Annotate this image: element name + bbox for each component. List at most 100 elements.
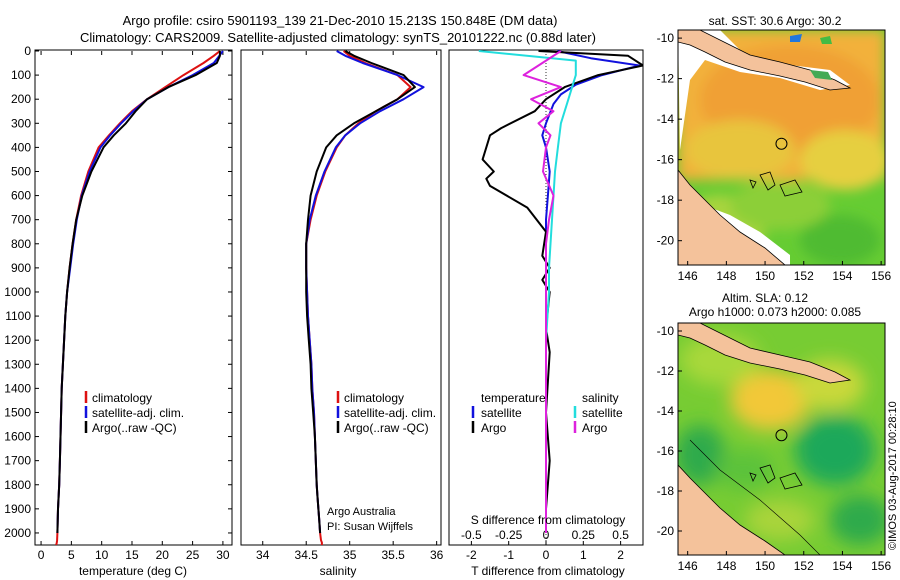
sal-legend-satellite-label: satellite-adj. clim. bbox=[344, 406, 436, 420]
t-difference-label: T difference from climatology bbox=[471, 564, 625, 578]
salinity-ticks: 34 34.5 35 35.5 36 bbox=[256, 51, 444, 562]
depth-tick-label: 900 bbox=[11, 261, 31, 275]
x-tick-label: 15 bbox=[125, 548, 139, 562]
depth-tick-label: 100 bbox=[11, 68, 31, 82]
lat-tick-label: -10 bbox=[657, 31, 675, 45]
annotation-pi: PI: Susan Wijffels bbox=[327, 521, 413, 533]
temperature-ticks: 0 5 10 15 20 25 30 bbox=[38, 51, 230, 562]
lat-tick-label: -12 bbox=[657, 72, 675, 86]
sst-map-title: sat. SST: 30.6 Argo: 30.2 bbox=[709, 14, 842, 28]
sst-map-panel: sat. SST: 30.6 Argo: 30.2 bbox=[657, 14, 892, 283]
diff-legend-s-argo-label: Argo bbox=[582, 421, 608, 435]
lat-tick-label: -20 bbox=[657, 234, 675, 248]
x-tick-label: 0 bbox=[38, 548, 45, 562]
lat-tick-label: -14 bbox=[657, 112, 675, 126]
x-tick-label: 30 bbox=[216, 548, 230, 562]
temperature-lines bbox=[55, 50, 224, 545]
s-diff-tick-label: -0.25 bbox=[495, 528, 523, 542]
lat-tick-label: -16 bbox=[657, 153, 675, 167]
lat-tick-label: -18 bbox=[657, 484, 675, 498]
x-tick-label: 36 bbox=[430, 548, 444, 562]
t-diff-tick-label: 1 bbox=[580, 548, 587, 562]
depth-tick-label: 1700 bbox=[4, 454, 31, 468]
copyright-stamp: ©IMOS 03-Aug-2017 00:28:10 bbox=[887, 401, 899, 550]
legend-climatology-label: climatology bbox=[92, 391, 152, 405]
legend-satellite-label: satellite-adj. clim. bbox=[92, 406, 184, 420]
lat-tick-label: -16 bbox=[657, 444, 675, 458]
depth-tick-label: 700 bbox=[11, 213, 31, 227]
depth-tick-label: 1900 bbox=[4, 502, 31, 516]
series-line-argo-raw-qc- bbox=[305, 50, 416, 534]
title-line-2: Climatology: CARS2009. Satellite-adjuste… bbox=[80, 30, 596, 45]
depth-tick-label: 500 bbox=[11, 164, 31, 178]
temperature-legend: climatology satellite-adj. clim. Argo(..… bbox=[84, 391, 184, 435]
sla-map-title-1: Altim. SLA: 0.12 bbox=[722, 291, 808, 305]
x-tick-label: 20 bbox=[156, 548, 170, 562]
x-tick-label: 35 bbox=[343, 548, 357, 562]
x-tick-label: 5 bbox=[68, 548, 75, 562]
title-line-1: Argo profile: csiro 5901193_139 21-Dec-2… bbox=[123, 13, 558, 28]
sst-map-area bbox=[678, 30, 885, 265]
depth-tick-label: 2000 bbox=[4, 526, 31, 540]
x-tick-label: 25 bbox=[186, 548, 200, 562]
diff-legend-s-satellite-label: satellite bbox=[582, 406, 623, 420]
s-diff-tick-label: 0.25 bbox=[572, 528, 596, 542]
lat-tick-label: -10 bbox=[657, 324, 675, 338]
sla-profile-location-marker bbox=[775, 429, 788, 442]
legend-salinity-title: salinity bbox=[582, 391, 619, 405]
lon-tick-label: 150 bbox=[755, 559, 775, 573]
temperature-axes-frame bbox=[34, 49, 233, 546]
s-diff-tick-label: 0.5 bbox=[612, 528, 629, 542]
diff-series-t-argo bbox=[481, 50, 643, 533]
t-diff-tick-label: 0 bbox=[543, 548, 550, 562]
lat-tick-label: -18 bbox=[657, 193, 675, 207]
diff-series-s-argo bbox=[522, 50, 562, 533]
x-tick-label: 34.5 bbox=[295, 548, 319, 562]
lon-tick-label: 148 bbox=[716, 559, 736, 573]
lat-tick-label: -12 bbox=[657, 364, 675, 378]
legend-argo-label: Argo(..raw -QC) bbox=[92, 421, 177, 435]
salinity-xlabel: salinity bbox=[320, 564, 357, 578]
salinity-lines bbox=[305, 50, 425, 545]
depth-tick-label: 1600 bbox=[4, 430, 31, 444]
x-tick-label: 35.5 bbox=[381, 548, 405, 562]
x-tick-label: 34 bbox=[256, 548, 270, 562]
salinity-legend: climatology satellite-adj. clim. Argo(..… bbox=[336, 391, 436, 435]
difference-legend: temperature satellite Argo salinity sate… bbox=[471, 391, 623, 435]
diff-legend-t-satellite-label: satellite bbox=[481, 406, 522, 420]
diff-legend-t-argo-label: Argo bbox=[481, 421, 507, 435]
annotation-argo-australia: Argo Australia bbox=[327, 506, 396, 518]
sla-map-panel: Altim. SLA: 0.12 Argo h1000: 0.073 h2000… bbox=[657, 291, 892, 573]
depth-tick-label: 1500 bbox=[4, 405, 31, 419]
copyright-stamp-text: ©IMOS 03-Aug-2017 00:28:10 bbox=[887, 401, 899, 550]
lat-tick-label: -14 bbox=[657, 404, 675, 418]
sst-profile-location-marker bbox=[775, 137, 788, 150]
legend-temperature-title: temperature bbox=[481, 391, 546, 405]
lon-tick-label: 154 bbox=[832, 559, 852, 573]
lon-tick-label: 152 bbox=[794, 269, 814, 283]
sla-map-ticks: 146 148 150 152 154 156 -10 -12 -14 -16 -18 -20 bbox=[657, 324, 892, 573]
difference-lines bbox=[478, 50, 643, 533]
t-diff-tick-label: -1 bbox=[503, 548, 514, 562]
lon-tick-label: 146 bbox=[678, 269, 698, 283]
depth-tick-label: 800 bbox=[11, 237, 31, 251]
depth-tick-label: 600 bbox=[11, 189, 31, 203]
depth-tick-label: 1800 bbox=[4, 478, 31, 492]
temperature-panel: 0 5 10 15 20 25 30 010020030040050060070080090… bbox=[4, 44, 643, 578]
lon-tick-label: 156 bbox=[871, 269, 891, 283]
depth-tick-label: 1300 bbox=[4, 357, 31, 371]
depth-tick-label: 1100 bbox=[5, 309, 31, 323]
series-line-argo-raw-qc- bbox=[56, 51, 221, 534]
lon-tick-label: 148 bbox=[716, 269, 736, 283]
salinity-axes-frame bbox=[240, 49, 442, 546]
difference-panel: -2 -1 0 1 2-0.5 -0.25 0 0.25 0.5 S difference fr… bbox=[448, 49, 644, 578]
salinity-panel: 34 34.5 35 35.5 36 salinity climatology sate… bbox=[240, 49, 444, 578]
sst-map-ticks: 146 148 150 152 154 156 -10 -12 -14 -16 -18 -20 bbox=[657, 31, 892, 283]
depth-tick-label: 200 bbox=[11, 92, 31, 106]
depth-tick-label: 1200 bbox=[4, 333, 31, 347]
sla-map-area bbox=[678, 323, 885, 555]
lon-tick-label: 150 bbox=[755, 269, 775, 283]
t-diff-tick-label: -2 bbox=[466, 548, 477, 562]
s-difference-label: S difference from climatology bbox=[471, 513, 626, 527]
